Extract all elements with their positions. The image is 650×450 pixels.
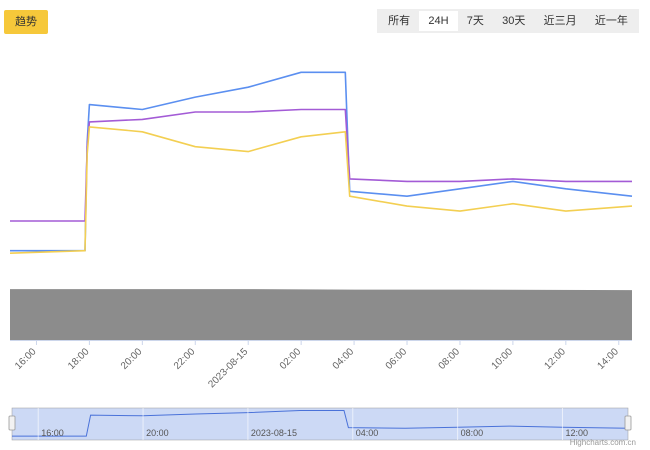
x-tick-label: 08:00 xyxy=(437,346,463,372)
navigator-handle-right[interactable] xyxy=(624,415,632,431)
range-3m-button[interactable]: 近三月 xyxy=(543,15,577,27)
trend-button[interactable]: 趋势 xyxy=(4,10,48,34)
x-tick-label: 2023-08-15 xyxy=(206,346,250,390)
navigator-tick-label: 12:00 xyxy=(565,428,588,438)
navigator-tick-label: 08:00 xyxy=(461,428,484,438)
navigator-tick-label: 20:00 xyxy=(146,428,169,438)
navigator-series xyxy=(12,410,629,437)
range-1y-button[interactable]: 近一年 xyxy=(594,15,628,27)
range-selector: 所有 24H 7天 30天 近三月 近一年 xyxy=(377,9,639,33)
x-tick-label: 04:00 xyxy=(331,346,357,372)
navigator-tick-label: 16:00 xyxy=(41,428,64,438)
x-tick-label: 02:00 xyxy=(278,346,304,372)
navigator-window xyxy=(11,407,629,441)
chart-credit: Highcharts.com.cn xyxy=(569,438,636,447)
series-line-yellow xyxy=(9,126,633,254)
x-tick-label: 14:00 xyxy=(595,346,621,372)
x-tick-label: 10:00 xyxy=(490,346,516,372)
x-tick-label: 20:00 xyxy=(119,346,145,372)
navigator-tick-label: 2023-08-15 xyxy=(251,428,297,438)
x-tick-label: 22:00 xyxy=(172,346,198,372)
volume-area xyxy=(10,289,632,340)
x-tick-label: 16:00 xyxy=(13,346,39,372)
range-all-button[interactable]: 所有 xyxy=(388,15,411,27)
navigator-tick-label: 04:00 xyxy=(356,428,379,438)
series-line-purple xyxy=(10,108,632,222)
x-tick-label: 06:00 xyxy=(384,346,410,372)
range-30d-button[interactable]: 30天 xyxy=(502,15,526,27)
series-line-blue xyxy=(10,71,633,252)
range-24h-button[interactable]: 24H xyxy=(419,11,458,31)
navigator: 16:00 20:00 2023-08-15 04:00 08:00 12:00 xyxy=(8,407,632,441)
range-7d-button[interactable]: 7天 xyxy=(466,15,484,27)
navigator-handle-left[interactable] xyxy=(8,415,16,431)
x-tick-label: 12:00 xyxy=(542,346,568,372)
x-tick-label: 18:00 xyxy=(66,346,92,372)
